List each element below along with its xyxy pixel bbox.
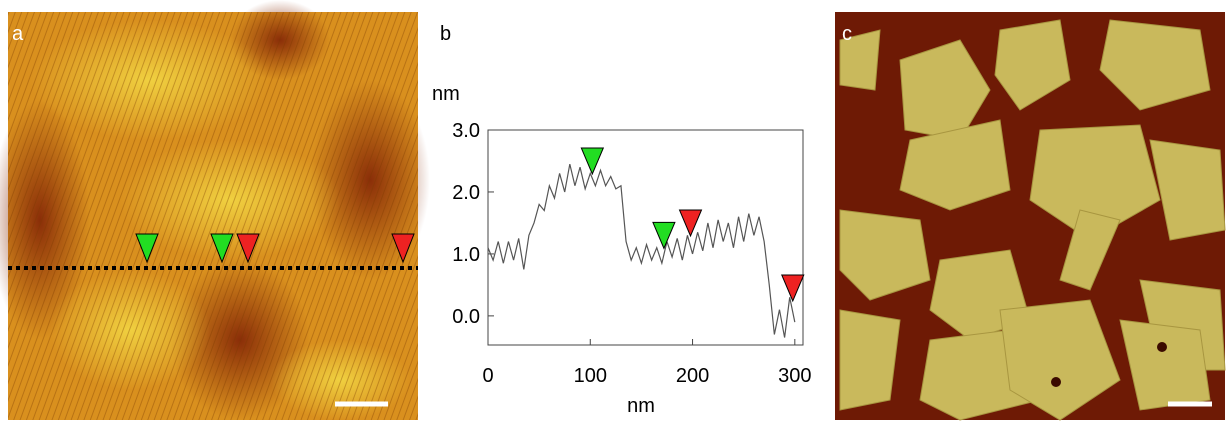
profile-marker [678,209,703,238]
profile-marker [580,147,605,176]
afm-image-a: a [0,0,430,420]
y-axis-label: nm [432,83,460,105]
plot-frame [487,129,804,346]
y-tick-label: 3.0 [452,120,480,142]
y-tick-label: 1.0 [452,244,480,266]
profile-marker [652,221,676,250]
y-tick-label: 0.0 [452,306,480,328]
x-tick-label: 200 [676,365,709,387]
profile-line [487,163,796,338]
panel-label: a [12,23,24,45]
profile-marker [781,274,805,303]
panel-label: c [842,23,852,45]
y-tick-label: 2.0 [452,182,480,204]
panel-label: b [440,23,451,45]
x-tick-label: 300 [778,365,811,387]
afm-image-c: c [835,12,1226,421]
x-axis-label: nm [627,395,655,417]
x-tick-label: 100 [574,365,607,387]
x-tick-label: 0 [482,365,493,387]
